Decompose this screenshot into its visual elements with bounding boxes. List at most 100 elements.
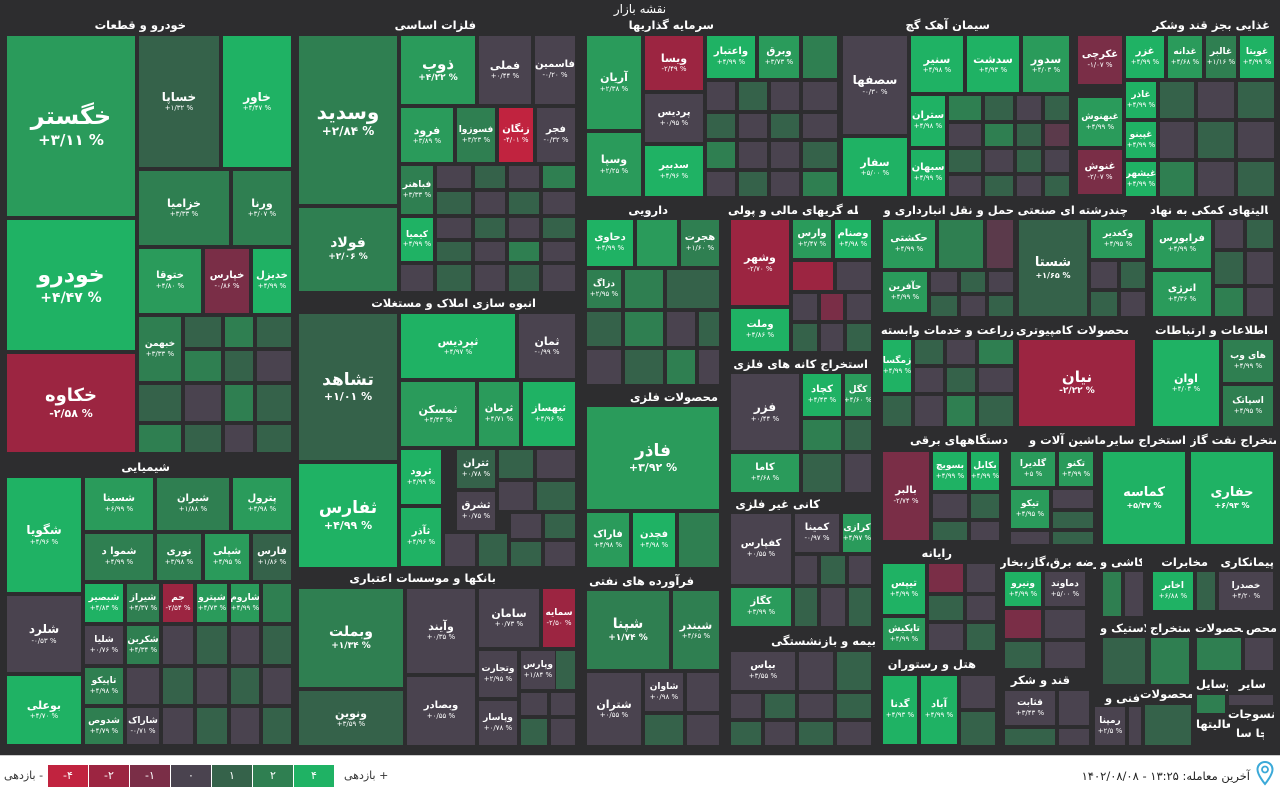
symbol-tile[interactable]: ثرمان +۴/۷۱ %: [478, 381, 520, 447]
symbol-tile[interactable]: شپنا +۱/۷۴ %: [586, 590, 670, 670]
symbol-tile-small[interactable]: [798, 693, 834, 719]
symbol-tile[interactable]: غبهنوش +۴/۹۹ %: [1077, 97, 1123, 147]
symbol-tile-small[interactable]: [1124, 571, 1144, 617]
symbol-tile[interactable]: ویسا -۲/۴۹ %: [644, 35, 704, 91]
symbol-tile[interactable]: غنوش -۲/۰۷ %: [1077, 149, 1123, 195]
symbol-tile[interactable]: وارس +۲/۴۷ %: [792, 219, 832, 259]
symbol-tile[interactable]: انرژی +۴/۳۶ %: [1152, 271, 1212, 317]
symbol-tile[interactable]: کمینا -۰/۹۷ %: [794, 513, 840, 553]
symbol-tile-small[interactable]: [836, 693, 872, 719]
symbol-tile-small[interactable]: [686, 672, 720, 712]
symbol-tile-small[interactable]: [706, 171, 736, 197]
symbol-tile[interactable]: شیران +۱/۸۸ %: [156, 477, 230, 531]
symbol-tile[interactable]: وکغدیر +۴/۹۵ %: [1090, 219, 1146, 259]
symbol-tile-small[interactable]: [698, 349, 720, 385]
symbol-tile-small[interactable]: [508, 191, 540, 215]
symbol-tile[interactable]: نوری +۳/۹۸ %: [156, 533, 202, 581]
symbol-tile-small[interactable]: [520, 692, 548, 716]
symbol-tile[interactable]: فچدن +۴/۹۸ %: [632, 512, 676, 568]
symbol-tile[interactable]: کماسه +۵/۴۷ %: [1102, 451, 1186, 545]
symbol-tile-small[interactable]: [1120, 291, 1146, 317]
symbol-tile-small[interactable]: [224, 350, 254, 382]
symbol-tile-small[interactable]: [510, 541, 542, 567]
symbol-tile-small[interactable]: [508, 217, 540, 239]
symbol-tile[interactable]: اسپاتک +۴/۹۵ %: [1222, 385, 1274, 427]
symbol-tile-small[interactable]: [792, 261, 834, 291]
symbol-tile[interactable]: سمایه -۲/۵۰ %: [542, 588, 576, 648]
symbol-tile[interactable]: شگویا +۴/۹۶ %: [6, 477, 82, 593]
symbol-tile-small[interactable]: [624, 269, 664, 309]
symbol-tile[interactable]: کگاز +۳/۹۹ %: [730, 587, 792, 627]
symbol-tile-small[interactable]: [1197, 121, 1235, 159]
symbol-tile[interactable]: خودرو +۴/۴۷ %: [6, 219, 136, 351]
symbol-tile-small[interactable]: [262, 667, 292, 705]
symbol-tile[interactable]: ثتران +۰/۷۸ %: [456, 449, 496, 489]
symbol-tile-small[interactable]: [1196, 571, 1216, 611]
symbol-tile-small[interactable]: [738, 81, 768, 111]
symbol-tile[interactable]: جم -۲/۵۴ %: [162, 583, 194, 623]
symbol-tile-small[interactable]: [162, 667, 194, 705]
symbol-tile[interactable]: خکاوه -۲/۵۸ %: [6, 353, 136, 453]
symbol-tile[interactable]: فولاد +۲/۰۶ %: [298, 207, 398, 292]
symbol-tile[interactable]: کیمیا +۴/۹۹ %: [400, 217, 434, 262]
symbol-tile-small[interactable]: [802, 419, 842, 451]
symbol-tile[interactable]: اوان +۴/۰۴ %: [1152, 339, 1220, 427]
symbol-tile-small[interactable]: [1237, 161, 1275, 197]
symbol-tile-small[interactable]: [948, 123, 982, 147]
symbol-tile[interactable]: ثرود +۴/۹۹ %: [400, 449, 442, 505]
symbol-tile[interactable]: غدانه +۴/۶۸ %: [1167, 35, 1203, 79]
symbol-tile-small[interactable]: [970, 521, 1000, 541]
symbol-tile-small[interactable]: [948, 95, 982, 121]
symbol-tile[interactable]: شپلی +۴/۹۵ %: [204, 533, 250, 581]
symbol-tile-small[interactable]: [498, 481, 534, 511]
symbol-tile[interactable]: فارس +۱/۸۶ %: [252, 533, 292, 581]
symbol-tile[interactable]: ختوقا +۴/۸۰ %: [138, 248, 202, 314]
symbol-tile-small[interactable]: [224, 316, 254, 348]
symbol-tile-small[interactable]: [978, 339, 1014, 365]
symbol-tile-small[interactable]: [1246, 219, 1274, 249]
symbol-tile[interactable]: شپترو +۴/۷۳ %: [196, 583, 228, 623]
symbol-tile-small[interactable]: [1004, 728, 1056, 746]
symbol-tile-small[interactable]: [836, 721, 872, 746]
symbol-tile-small[interactable]: [196, 707, 228, 745]
symbol-tile[interactable]: ثبهساز +۴/۹۶ %: [522, 381, 576, 447]
symbol-tile-small[interactable]: [798, 651, 834, 691]
symbol-tile[interactable]: کاما +۴/۶۸ %: [730, 453, 800, 493]
symbol-tile-small[interactable]: [400, 264, 434, 292]
symbol-tile-small[interactable]: [1159, 121, 1195, 159]
symbol-tile-small[interactable]: [1196, 694, 1226, 714]
symbol-tile-small[interactable]: [1016, 149, 1042, 173]
symbol-tile[interactable]: وشهر -۲/۷۰ %: [730, 219, 790, 306]
symbol-tile-small[interactable]: [932, 521, 968, 541]
symbol-tile[interactable]: وصنام +۴/۹۸ %: [834, 219, 872, 259]
symbol-tile-small[interactable]: [1237, 81, 1275, 119]
symbol-tile[interactable]: وملت +۴/۸۶ %: [730, 308, 790, 352]
symbol-tile[interactable]: سدبیر +۴/۹۶ %: [644, 145, 704, 197]
symbol-tile[interactable]: فرابورس +۴/۹۹ %: [1152, 219, 1212, 269]
symbol-tile[interactable]: شدوص +۴/۷۹ %: [84, 707, 124, 745]
symbol-tile[interactable]: خگستر +۳/۱۱ %: [6, 35, 136, 217]
symbol-tile-small[interactable]: [1090, 291, 1118, 317]
symbol-tile-small[interactable]: [706, 113, 736, 139]
symbol-tile-small[interactable]: [624, 349, 664, 385]
symbol-tile-small[interactable]: [844, 453, 872, 493]
symbol-tile-small[interactable]: [520, 718, 548, 746]
symbol-tile-small[interactable]: [436, 165, 472, 189]
symbol-tile-small[interactable]: [1150, 637, 1190, 685]
symbol-tile[interactable]: غیشهر +۴/۹۹ %: [1125, 161, 1157, 197]
symbol-tile-small[interactable]: [510, 513, 542, 539]
symbol-tile[interactable]: آریان +۲/۳۸ %: [586, 35, 642, 130]
symbol-tile-small[interactable]: [1058, 690, 1090, 726]
symbol-tile[interactable]: بیاس +۳/۵۵ %: [730, 651, 796, 691]
symbol-tile-small[interactable]: [984, 123, 1014, 147]
symbol-tile-small[interactable]: [474, 191, 506, 215]
symbol-tile[interactable]: تشاهد +۱/۰۱ %: [298, 313, 398, 461]
symbol-tile-small[interactable]: [978, 395, 1014, 427]
symbol-tile-small[interactable]: [802, 35, 838, 79]
symbol-tile-small[interactable]: [542, 191, 576, 215]
symbol-tile-small[interactable]: [666, 311, 696, 347]
symbol-tile-small[interactable]: [536, 449, 576, 479]
symbol-tile-small[interactable]: [802, 171, 838, 197]
symbol-tile[interactable]: پردیس +۰/۹۵ %: [644, 93, 704, 143]
symbol-tile[interactable]: سصفها -۰/۳۰ %: [842, 35, 908, 135]
